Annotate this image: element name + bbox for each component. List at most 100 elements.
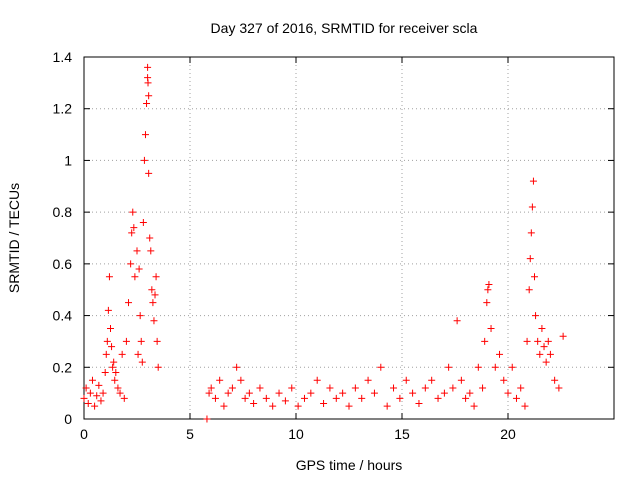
data-point — [415, 399, 423, 407]
data-point — [237, 376, 245, 384]
data-point — [91, 402, 99, 410]
data-point — [527, 229, 535, 237]
data-point — [383, 402, 391, 410]
data-point — [141, 131, 149, 139]
data-point — [129, 208, 137, 216]
data-point — [120, 394, 128, 402]
data-point — [421, 384, 429, 392]
data-point — [512, 394, 520, 402]
data-point — [483, 299, 491, 307]
data-point — [86, 389, 94, 397]
data-point — [93, 392, 101, 400]
y-tick-label: 0.2 — [53, 359, 73, 375]
data-point — [80, 394, 88, 402]
data-point — [484, 286, 492, 294]
y-tick-label: 0 — [64, 411, 72, 427]
data-point — [114, 384, 122, 392]
data-point — [288, 384, 296, 392]
data-point — [531, 273, 538, 281]
data-point — [529, 177, 537, 185]
y-tick-label: 0.8 — [53, 204, 73, 220]
data-point — [445, 363, 453, 371]
data-point — [203, 415, 211, 423]
data-point — [256, 384, 264, 392]
data-point — [326, 384, 334, 392]
data-point — [241, 394, 249, 402]
data-point — [536, 350, 544, 358]
data-point — [107, 325, 114, 332]
data-point — [466, 389, 474, 397]
data-point — [135, 265, 143, 273]
data-point — [205, 389, 213, 397]
data-point — [504, 389, 512, 397]
y-tick-label: 1 — [64, 152, 72, 168]
data-point — [111, 376, 119, 384]
data-point — [262, 394, 270, 402]
data-point — [233, 363, 241, 371]
data-point — [496, 350, 504, 358]
data-point — [134, 350, 142, 358]
data-point — [151, 291, 159, 299]
data-point — [150, 317, 158, 325]
data-point — [402, 376, 410, 384]
data-point — [559, 332, 567, 340]
data-point — [118, 350, 126, 358]
y-tick-label: 0.6 — [53, 256, 73, 272]
data-point — [546, 350, 554, 358]
data-point — [228, 384, 236, 392]
data-point — [224, 389, 232, 397]
axis-ticks: 0 5 10 15 20 0 0.2 0.4 0.6 0.8 1 1.2 1.4 — [53, 49, 614, 442]
data-point — [220, 402, 228, 410]
data-point — [540, 343, 548, 351]
data-point — [281, 397, 289, 405]
data-point — [207, 384, 215, 392]
data-point — [146, 234, 154, 242]
chart-title: Day 327 of 2016, SRMTID for receiver scl… — [211, 20, 478, 36]
data-point — [269, 402, 277, 410]
data-point — [211, 394, 219, 402]
data-point — [523, 337, 531, 345]
data-point — [136, 312, 144, 320]
data-point — [125, 299, 133, 307]
x-axis-title: GPS time / hours — [296, 457, 403, 473]
data-point — [474, 363, 482, 371]
data-point — [345, 402, 353, 410]
y-tick-label: 1.2 — [53, 101, 73, 117]
data-point — [313, 376, 321, 384]
data-point — [470, 402, 478, 410]
data-point — [434, 394, 442, 402]
data-point — [485, 281, 493, 289]
data-point — [140, 156, 148, 164]
data-point — [131, 273, 139, 281]
data-point — [491, 363, 499, 371]
data-point — [245, 389, 253, 397]
data-point — [339, 389, 347, 397]
data-point — [102, 350, 110, 358]
data-point — [521, 402, 529, 410]
data-point — [526, 255, 534, 263]
data-point — [551, 376, 559, 384]
data-point — [101, 368, 109, 376]
data-point — [216, 376, 224, 384]
x-tick-label: 5 — [186, 426, 194, 442]
data-point — [396, 394, 404, 402]
data-point — [112, 368, 120, 376]
data-point — [449, 384, 457, 392]
x-tick-label: 10 — [288, 426, 304, 442]
data-point — [148, 286, 156, 294]
data-point — [103, 337, 111, 345]
data-point — [332, 394, 340, 402]
data-point — [555, 384, 563, 392]
data-point — [137, 337, 145, 345]
data-point — [508, 363, 516, 371]
data-point — [153, 337, 161, 345]
data-point — [145, 92, 153, 100]
data-point — [294, 402, 302, 410]
data-point — [108, 343, 116, 351]
data-point — [105, 273, 113, 281]
data-point — [82, 384, 90, 392]
y-tick-label: 1.4 — [53, 49, 73, 65]
data-point — [122, 337, 130, 345]
data-point — [481, 337, 489, 345]
data-point — [487, 325, 495, 332]
